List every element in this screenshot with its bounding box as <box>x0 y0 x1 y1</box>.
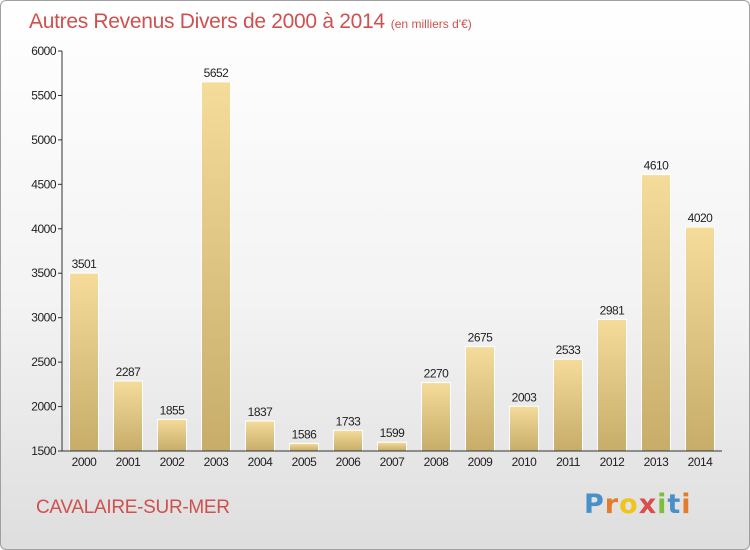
x-tick-label-2004: 2004 <box>248 455 274 469</box>
data-label-2008: 2270 <box>424 367 450 381</box>
bar-2006 <box>333 429 363 452</box>
logo-letter: x <box>638 489 658 520</box>
data-label-2006: 1733 <box>336 414 362 428</box>
x-tick-label-2012: 2012 <box>600 455 626 469</box>
data-label-2014: 4020 <box>688 211 714 225</box>
x-tick-label-2014: 2014 <box>688 455 714 469</box>
x-tick-label-2000: 2000 <box>72 455 98 469</box>
x-tick-label-2003: 2003 <box>204 455 230 469</box>
y-tick-label-4000: 4000 <box>31 222 57 236</box>
bar-2008 <box>421 382 451 452</box>
bar-2000 <box>69 272 99 452</box>
y-tick-label-2500: 2500 <box>31 355 57 369</box>
bar-2003 <box>201 81 231 452</box>
data-label-2001: 2287 <box>116 365 142 379</box>
logo-letter: i <box>681 489 692 520</box>
x-tick-label-2002: 2002 <box>160 455 186 469</box>
data-label-2002: 1855 <box>160 403 186 417</box>
bar-2010 <box>509 405 539 452</box>
logo-letter: r <box>604 489 620 520</box>
location-label: CAVALAIRE-SUR-MER <box>36 497 230 518</box>
chart-title-text: Autres Revenus Divers de 2000 à 2014 <box>29 10 385 33</box>
proxiti-logo[interactable]: Proxiti <box>584 489 692 520</box>
bar-2011 <box>553 358 583 452</box>
x-tick-label-2005: 2005 <box>292 455 318 469</box>
data-label-2007: 1599 <box>380 426 406 440</box>
bar-2001 <box>113 380 143 452</box>
chart-subtitle: (en milliers d'€) <box>390 17 472 31</box>
logo-letter: P <box>584 489 605 520</box>
bars-group <box>69 81 715 452</box>
x-tick-label-2007: 2007 <box>380 455 406 469</box>
axes-group <box>58 50 722 452</box>
bar-2012 <box>597 318 627 452</box>
bar-2002 <box>157 418 187 452</box>
chart-title: Autres Revenus Divers de 2000 à 2014 (en … <box>29 10 472 34</box>
y-tick-label-2000: 2000 <box>31 400 57 414</box>
x-tick-label-2001: 2001 <box>116 455 142 469</box>
x-tick-label-2006: 2006 <box>336 455 362 469</box>
logo-letter: o <box>619 489 639 520</box>
data-label-2011: 2533 <box>556 343 582 357</box>
bar-2013 <box>641 174 671 452</box>
data-label-2005: 1586 <box>292 427 318 441</box>
labels-group: 3501 2000 2287 2001 1855 2002 5652 2003 1837 2004… <box>31 44 713 469</box>
x-tick-label-2013: 2013 <box>644 455 670 469</box>
y-tick-label-1500: 1500 <box>31 444 57 458</box>
x-tick-label-2011: 2011 <box>556 455 581 469</box>
y-tick-label-5500: 5500 <box>31 88 57 102</box>
y-tick-label-4500: 4500 <box>31 177 57 191</box>
data-label-2012: 2981 <box>600 303 626 317</box>
y-tick-label-3500: 3500 <box>31 266 57 280</box>
bar-2007 <box>377 441 407 452</box>
x-tick-label-2010: 2010 <box>512 455 538 469</box>
y-tick-label-3000: 3000 <box>31 311 57 325</box>
data-label-2003: 5652 <box>204 66 230 80</box>
bar-2004 <box>245 420 275 452</box>
bar-2014 <box>685 226 715 452</box>
logo-letter: i <box>657 489 668 520</box>
data-label-2010: 2003 <box>512 390 538 404</box>
y-tick-label-6000: 6000 <box>31 44 57 58</box>
data-label-2000: 3501 <box>72 257 98 271</box>
bar-2005 <box>289 442 319 452</box>
x-tick-label-2009: 2009 <box>468 455 494 469</box>
data-label-2013: 4610 <box>644 159 670 173</box>
logo-letter: t <box>667 489 682 520</box>
y-tick-label-5000: 5000 <box>31 133 57 147</box>
data-label-2009: 2675 <box>468 331 494 345</box>
bar-2009 <box>465 346 495 452</box>
x-tick-label-2008: 2008 <box>424 455 450 469</box>
data-label-2004: 1837 <box>248 405 274 419</box>
